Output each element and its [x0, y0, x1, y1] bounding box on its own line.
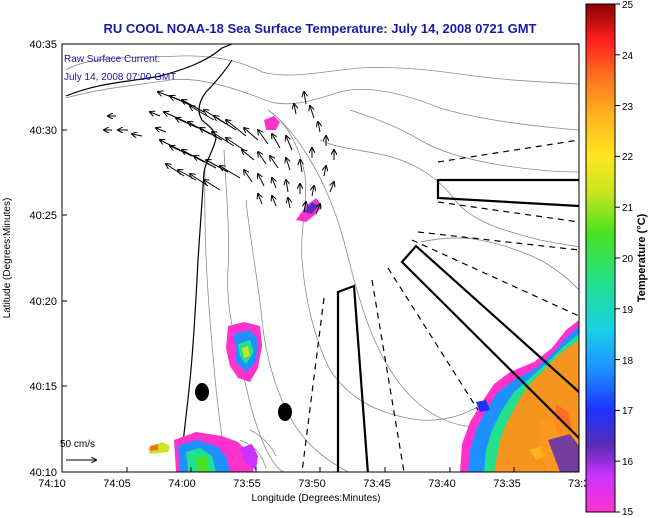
x-tick-label: 73:35 — [493, 478, 521, 490]
colorbar-tick-label: 17 — [622, 406, 634, 417]
y-tick-label: 40:25 — [29, 210, 57, 222]
x-tick-label: 73:45 — [363, 478, 391, 490]
y-tick-label: 40:20 — [29, 296, 57, 308]
x-axis-label: Longitude (Degrees:Minutes) — [252, 493, 381, 504]
colorbar-tick-label: 18 — [622, 356, 634, 367]
current-legend-line1: Raw Surface Current: — [64, 54, 160, 65]
colorbar-tick-label: 21 — [622, 203, 634, 214]
marker-dot-east — [278, 403, 292, 421]
y-tick-label: 40:35 — [29, 39, 57, 51]
figure-title: RU COOL NOAA-18 Sea Surface Temperature:… — [103, 21, 536, 36]
scale-arrow-label: 50 cm/s — [60, 439, 95, 450]
current-legend-line2: July 14, 2008 07:00 GMT — [64, 72, 176, 83]
x-axis — [61, 467, 515, 472]
x-tick-label: 73:40 — [428, 478, 456, 490]
coastline — [65, 44, 233, 472]
colorbar-tick-label: 24 — [622, 51, 634, 62]
colorbar — [585, 3, 620, 513]
x-tick-label: 73:55 — [233, 478, 261, 490]
marker-dot-west — [195, 383, 209, 401]
y-axis-label: Latitude (Degrees:Minutes) — [2, 198, 13, 319]
sst-patch-coastal-west — [226, 322, 262, 382]
colorbar-tick-label: 15 — [622, 507, 634, 518]
x-tick-label: 74:05 — [103, 478, 131, 490]
bathymetry-contours — [65, 55, 579, 472]
y-tick-label: 40:10 — [29, 467, 57, 479]
x-tick-label: 73:3 — [568, 478, 589, 490]
x-tick-label: 74:10 — [38, 478, 66, 490]
y-axis — [62, 43, 67, 473]
channel-outlines — [336, 178, 579, 472]
colorbar-tick-label: 25 — [622, 0, 634, 11]
colorbar-label: Temperature (°C) — [636, 213, 648, 302]
x-tick-label: 73:50 — [298, 478, 326, 490]
colorbar-tick-label: 20 — [622, 254, 634, 265]
map-plot-area — [62, 44, 579, 472]
sst-patch-north — [264, 116, 280, 130]
colorbar-tick-label: 19 — [622, 305, 634, 316]
x-tick-label: 74:00 — [168, 478, 196, 490]
y-tick-label: 40:15 — [29, 381, 57, 393]
colorbar-tick-label: 22 — [622, 152, 634, 163]
colorbar-tick-label: 16 — [622, 457, 634, 468]
colorbar-tick-label: 23 — [622, 102, 634, 113]
dashed-lanes — [301, 139, 579, 472]
sst-patch-coastal-south — [148, 432, 258, 472]
surface-current-vectors — [104, 92, 334, 215]
y-tick-label: 40:30 — [29, 125, 57, 137]
